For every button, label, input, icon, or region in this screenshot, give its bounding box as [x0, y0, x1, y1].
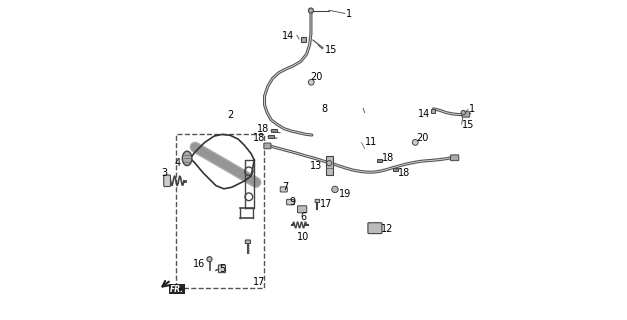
- Bar: [268, 135, 274, 138]
- FancyBboxPatch shape: [164, 175, 171, 187]
- Text: 18: 18: [398, 168, 411, 178]
- FancyBboxPatch shape: [450, 155, 459, 161]
- Text: 6: 6: [300, 212, 306, 222]
- Text: 9: 9: [290, 197, 295, 207]
- FancyBboxPatch shape: [368, 223, 382, 234]
- Text: 5: 5: [219, 264, 225, 274]
- Text: 14: 14: [418, 108, 430, 119]
- Text: 8: 8: [322, 104, 328, 114]
- Circle shape: [308, 79, 314, 85]
- Circle shape: [332, 186, 338, 193]
- Text: 19: 19: [339, 188, 350, 199]
- Text: 12: 12: [381, 224, 394, 234]
- Circle shape: [308, 8, 314, 13]
- Text: 16: 16: [193, 259, 205, 269]
- Text: 20: 20: [310, 72, 323, 83]
- Text: 18: 18: [257, 124, 270, 134]
- Text: 3: 3: [161, 168, 167, 178]
- Circle shape: [461, 110, 465, 115]
- Text: 18: 18: [382, 153, 394, 164]
- FancyBboxPatch shape: [280, 187, 287, 192]
- Text: 15: 15: [325, 44, 337, 55]
- Text: 13: 13: [310, 161, 322, 172]
- Text: 4: 4: [174, 158, 181, 168]
- Text: 1: 1: [345, 9, 352, 20]
- Bar: [431, 109, 435, 113]
- Text: 18: 18: [253, 132, 265, 143]
- Circle shape: [207, 257, 212, 262]
- Text: 14: 14: [282, 31, 294, 41]
- Text: FR.: FR.: [170, 285, 184, 294]
- Text: 20: 20: [416, 132, 429, 143]
- FancyBboxPatch shape: [297, 206, 307, 213]
- Bar: [377, 159, 382, 162]
- Bar: [176, 134, 264, 288]
- FancyBboxPatch shape: [315, 199, 320, 203]
- Text: 11: 11: [366, 137, 377, 148]
- FancyBboxPatch shape: [245, 240, 250, 244]
- FancyBboxPatch shape: [218, 265, 226, 273]
- Text: 17: 17: [253, 276, 265, 287]
- Bar: [325, 156, 333, 175]
- Text: 15: 15: [462, 120, 475, 130]
- FancyBboxPatch shape: [462, 112, 470, 117]
- Circle shape: [413, 140, 418, 145]
- Bar: [271, 129, 277, 132]
- FancyBboxPatch shape: [287, 199, 294, 205]
- Text: 17: 17: [320, 199, 332, 209]
- Text: 10: 10: [297, 232, 309, 243]
- FancyBboxPatch shape: [264, 143, 271, 149]
- Text: 2: 2: [227, 110, 233, 120]
- Text: 7: 7: [282, 182, 288, 192]
- Ellipse shape: [182, 151, 192, 166]
- Bar: [301, 37, 305, 42]
- Text: 1: 1: [469, 104, 475, 114]
- Bar: [393, 168, 398, 171]
